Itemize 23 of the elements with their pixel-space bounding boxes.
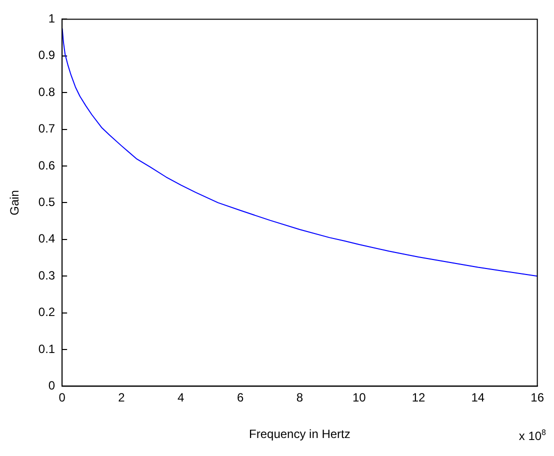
x-tick-label: 6 [236,390,244,405]
x-tick-label: 2 [118,390,126,405]
y-tick-label: 0.7 [38,122,56,136]
x-tick-label: 8 [296,390,304,405]
y-axis-title: Gain [8,190,22,216]
y-tick-label: 0.3 [38,268,56,282]
y-tick-label: 0.8 [38,84,56,99]
y-tick-label: 0.9 [38,48,56,62]
x-tick-label: 12 [412,390,426,405]
y-tick-label: 0.6 [38,158,56,172]
y-tick-label: 0.4 [38,232,56,246]
x-tick-label: 4 [178,390,185,405]
y-tick-label: 0.5 [38,195,56,210]
text: x 10$^{8}$ [518,428,546,443]
y-tick-label: 0 [48,378,56,393]
y-tick-label: 0.1 [38,342,56,356]
x-tick-label: 10 [352,390,366,405]
y-tick-label: 0.2 [38,305,56,320]
y-tick-label: 1 [48,12,56,26]
x-axis-title: Frequency in Hertz [249,427,350,442]
x-tick-label: 14 [471,390,485,405]
x-tick-label: 0 [58,390,66,405]
x-tick-label: 16 [530,390,544,405]
